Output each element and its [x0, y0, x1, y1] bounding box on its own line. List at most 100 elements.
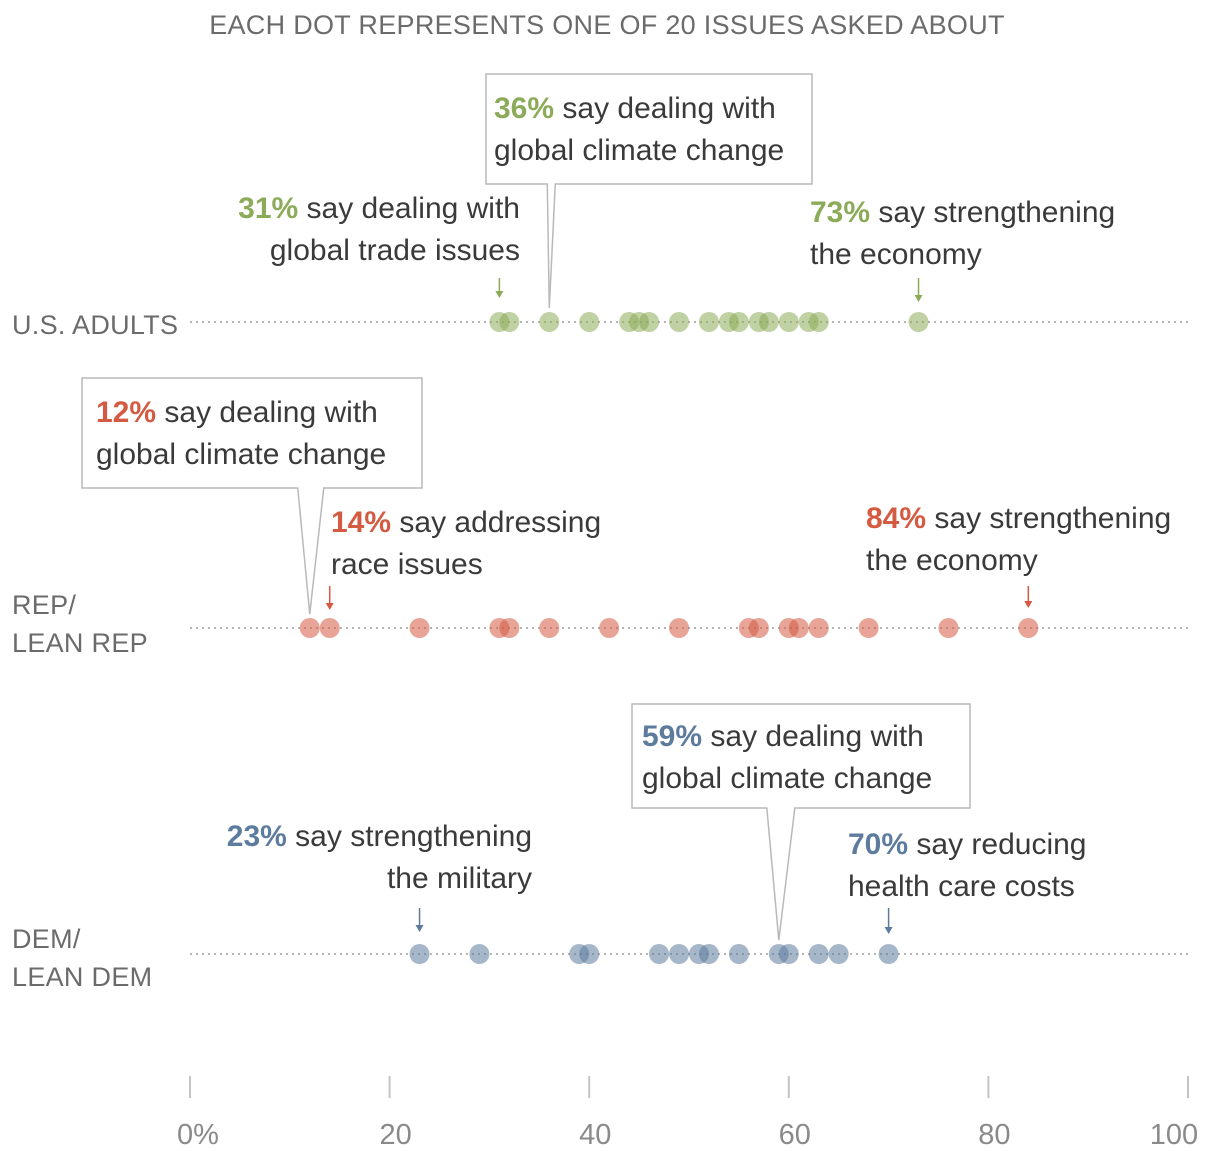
issue-dot: [788, 618, 809, 638]
annotation-label: 84% say strengthening: [866, 502, 1171, 535]
annotation-label: the economy: [810, 238, 982, 271]
annotation-label: 59% say dealing with: [642, 720, 924, 753]
group-label-line: U.S. ADULTS: [12, 310, 178, 340]
annotation-text: say strengthening: [926, 502, 1171, 535]
issue-dot: [1018, 618, 1039, 638]
group-label-dem-lean-dem: DEM/LEAN DEM: [12, 924, 152, 992]
annotation-label: the economy: [866, 544, 1038, 577]
issue-dot: [878, 944, 899, 964]
annotation-label: health care costs: [848, 870, 1075, 903]
annotation-label: global climate change: [494, 134, 784, 167]
x-tick-label: 100: [1150, 1119, 1198, 1151]
annotation-label: 73% say strengthening: [810, 196, 1115, 229]
annotation-label: 36% say dealing with: [494, 92, 776, 125]
issue-dot: [728, 944, 749, 964]
annotation-percent: 73%: [810, 196, 870, 229]
callout-box: [631, 703, 971, 941]
annotation-text: say addressing: [391, 506, 601, 539]
annotation-label: 12% say dealing with: [96, 396, 378, 429]
annotation-percent: 84%: [866, 502, 926, 535]
group-label-line: LEAN DEM: [12, 962, 152, 992]
issue-dot: [669, 618, 690, 638]
annotation-percent: 23%: [227, 820, 287, 853]
plot-area: U.S. ADULTS 36% say dealing with global cl…: [12, 73, 1198, 1151]
issue-dot: [599, 618, 620, 638]
annotation-label: global trade issues: [270, 234, 520, 267]
annotation-text: global climate change: [494, 134, 784, 167]
annotation-text: race issues: [331, 548, 483, 581]
issue-dot: [499, 312, 520, 332]
annotation-label: the military: [387, 862, 532, 895]
issue-dot: [748, 618, 769, 638]
x-tick-label: 0%: [177, 1119, 219, 1151]
annotation-text: health care costs: [848, 870, 1075, 903]
annotation-percent: 14%: [331, 506, 391, 539]
annotation-text: say dealing with: [298, 192, 520, 225]
annotation-text: the economy: [866, 544, 1038, 577]
callout-box: [81, 377, 423, 615]
annotation-arrowhead: [1024, 601, 1033, 608]
annotation-percent: 31%: [238, 192, 298, 225]
annotation-text: global climate change: [642, 762, 932, 795]
annotation-percent: 36%: [494, 92, 554, 125]
issue-dot: [728, 312, 749, 332]
issue-dot: [539, 618, 560, 638]
issue-dot: [409, 944, 430, 964]
annotation-label: race issues: [331, 548, 483, 581]
chart-header: EACH DOT REPRESENTS ONE OF 20 ISSUES ASK…: [209, 10, 1005, 40]
group-label-rep-lean-rep: REP/LEAN REP: [12, 590, 148, 658]
issue-dot: [499, 618, 520, 638]
issue-dot: [808, 312, 829, 332]
issue-dot: [639, 312, 660, 332]
annotation-percent: 59%: [642, 720, 702, 753]
group-label-u-s-adults: U.S. ADULTS: [12, 310, 178, 340]
annotation-percent: 70%: [848, 828, 908, 861]
issue-dot: [579, 312, 600, 332]
issue-dot: [319, 618, 340, 638]
annotation-arrowhead: [884, 927, 893, 934]
issue-dot: [938, 618, 959, 638]
annotation-arrowhead: [415, 925, 424, 932]
issue-dot: [698, 944, 719, 964]
issue-dot: [649, 944, 670, 964]
annotation-text: the military: [387, 862, 532, 895]
annotation-text: say dealing with: [702, 720, 924, 753]
annotation-text: say strengthening: [287, 820, 532, 853]
group-label-line: DEM/: [12, 924, 81, 954]
annotation-text: global trade issues: [270, 234, 520, 267]
issue-dot: [908, 312, 929, 332]
issue-dot: [539, 312, 560, 332]
issue-dot: [299, 618, 320, 638]
annotation-percent: 12%: [96, 396, 156, 429]
issue-dot: [778, 312, 799, 332]
annotation-text: the economy: [810, 238, 982, 271]
annotation-arrowhead: [914, 295, 923, 302]
annotation-arrowhead: [325, 603, 334, 610]
annotation-arrowhead: [495, 291, 504, 298]
issue-dot: [698, 312, 719, 332]
callout-box: [485, 73, 813, 309]
issue-dot: [828, 944, 849, 964]
annotation-label: global climate change: [96, 438, 386, 471]
x-tick-label: 40: [579, 1119, 611, 1151]
x-tick-label: 20: [379, 1119, 411, 1151]
annotation-text: say strengthening: [870, 196, 1115, 229]
annotation-text: say dealing with: [554, 92, 776, 125]
issue-dot: [858, 618, 879, 638]
issue-dot: [409, 618, 430, 638]
issue-dot: [669, 312, 690, 332]
issue-dot: [808, 618, 829, 638]
annotation-text: say dealing with: [156, 396, 378, 429]
annotation-text: say reducing: [908, 828, 1086, 861]
annotation-label: 70% say reducing: [848, 828, 1086, 861]
annotation-label: global climate change: [642, 762, 932, 795]
group-label-line: LEAN REP: [12, 628, 148, 658]
issue-dot: [808, 944, 829, 964]
x-tick-label: 60: [779, 1119, 811, 1151]
x-tick-label: 80: [978, 1119, 1010, 1151]
group-label-line: REP/: [12, 590, 76, 620]
annotation-label: 31% say dealing with: [238, 192, 520, 225]
annotation-label: 14% say addressing: [331, 506, 601, 539]
annotation-label: 23% say strengthening: [227, 820, 532, 853]
